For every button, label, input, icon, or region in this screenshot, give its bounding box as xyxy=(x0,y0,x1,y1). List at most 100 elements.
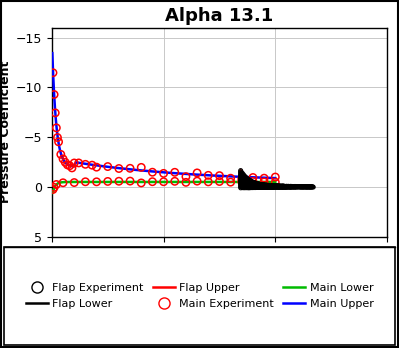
Point xyxy=(266,183,272,189)
Point xyxy=(256,182,262,188)
Point xyxy=(247,179,253,184)
Point xyxy=(242,181,249,187)
Point xyxy=(300,184,307,190)
Point xyxy=(287,184,294,189)
Point xyxy=(301,184,308,189)
Point xyxy=(258,182,265,188)
Point xyxy=(242,183,249,189)
Point xyxy=(291,184,298,189)
Point xyxy=(288,184,294,190)
Point xyxy=(248,182,255,188)
Point xyxy=(310,184,316,190)
Point xyxy=(262,182,268,188)
Point xyxy=(256,185,262,190)
Point xyxy=(300,184,306,189)
Point xyxy=(302,184,309,190)
Point xyxy=(271,184,278,189)
Point xyxy=(289,184,295,189)
Point xyxy=(247,183,253,189)
Point xyxy=(250,183,256,188)
Point xyxy=(257,184,263,190)
Point xyxy=(277,184,283,189)
Point xyxy=(264,184,270,190)
Point xyxy=(302,184,308,189)
Point xyxy=(293,184,300,189)
Point xyxy=(293,184,299,189)
Point xyxy=(302,184,308,190)
Point xyxy=(269,183,275,189)
Point xyxy=(243,177,249,183)
Point xyxy=(282,184,289,190)
Point xyxy=(298,184,304,189)
Point xyxy=(280,184,287,190)
Point xyxy=(261,182,267,188)
Point xyxy=(252,182,259,188)
Point xyxy=(302,184,308,190)
Point xyxy=(263,183,270,189)
Point xyxy=(247,179,254,185)
Point xyxy=(295,184,302,189)
Point xyxy=(263,185,269,190)
Point xyxy=(279,184,285,189)
Point xyxy=(260,183,267,188)
Point xyxy=(288,184,294,189)
Point xyxy=(227,175,234,181)
Point xyxy=(244,182,250,188)
Point xyxy=(274,184,280,190)
Point xyxy=(272,174,279,180)
Point xyxy=(239,180,245,185)
Point xyxy=(247,185,254,190)
Point xyxy=(250,180,256,186)
Point xyxy=(305,184,311,189)
Point xyxy=(304,184,310,189)
Point xyxy=(300,184,307,189)
Point xyxy=(296,184,302,189)
Point xyxy=(255,182,262,187)
Point xyxy=(296,184,302,189)
Point xyxy=(268,184,275,189)
Point xyxy=(285,184,292,190)
Point xyxy=(273,184,279,190)
Point xyxy=(301,184,307,189)
Point xyxy=(247,181,254,186)
Point xyxy=(297,184,303,189)
Point xyxy=(299,184,306,189)
Point xyxy=(276,184,282,190)
Point xyxy=(240,174,247,180)
Point xyxy=(276,184,282,190)
Point xyxy=(294,184,301,190)
Point xyxy=(295,184,302,189)
Point xyxy=(160,179,167,184)
Point xyxy=(283,184,290,190)
Point xyxy=(293,184,299,189)
Point xyxy=(277,184,283,189)
Point xyxy=(257,185,264,190)
Point xyxy=(243,175,249,181)
Point xyxy=(270,183,277,189)
Point xyxy=(286,184,292,190)
Point xyxy=(248,179,255,184)
Point xyxy=(290,184,296,189)
Point xyxy=(286,184,293,190)
Point xyxy=(286,184,292,189)
Point xyxy=(275,184,281,189)
Point xyxy=(271,183,278,189)
Point xyxy=(278,183,284,189)
Point xyxy=(289,184,296,189)
Point xyxy=(279,184,286,190)
Point xyxy=(275,184,281,190)
Point xyxy=(246,184,252,190)
Point xyxy=(259,184,265,189)
Point xyxy=(261,182,267,188)
Point xyxy=(292,184,298,189)
Point xyxy=(281,184,287,189)
Point xyxy=(299,184,305,190)
Point xyxy=(261,183,267,188)
Point xyxy=(172,169,178,175)
Point xyxy=(245,182,251,188)
Point xyxy=(259,182,265,188)
Point xyxy=(216,173,223,179)
Point xyxy=(239,176,245,181)
Point xyxy=(297,184,303,189)
Point xyxy=(277,183,283,189)
